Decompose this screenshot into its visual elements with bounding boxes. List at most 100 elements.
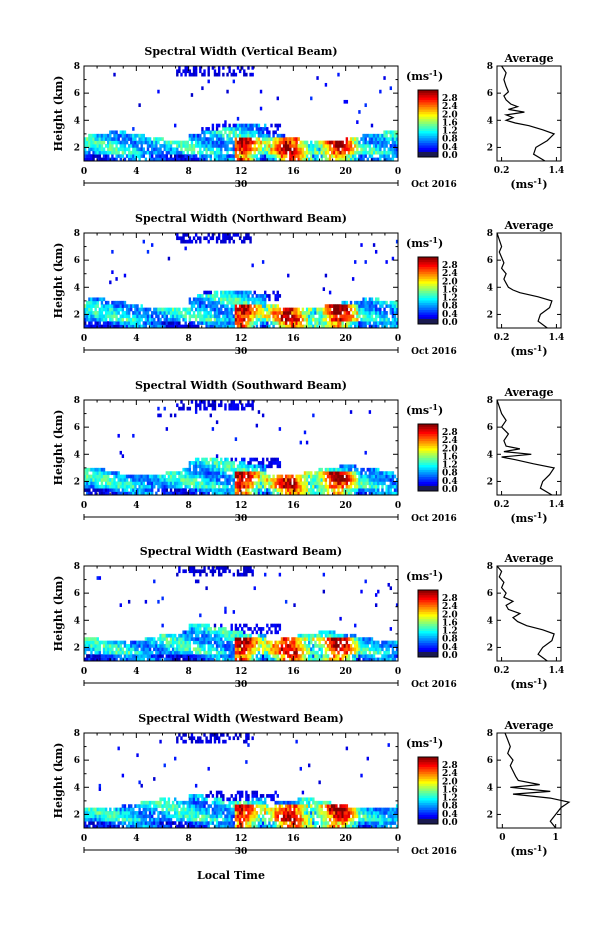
heatmap-cell: [228, 403, 231, 408]
heatmap-cell: [119, 147, 122, 152]
heatmap-cell: [391, 154, 395, 158]
heatmap-cell: [113, 644, 116, 648]
heatmap-cell: [180, 400, 183, 404]
heatmap-cell: [305, 321, 309, 325]
heatmap-cell: [320, 140, 323, 145]
heatmap-cell: [293, 314, 296, 319]
heatmap-cell: [157, 89, 160, 94]
heatmap-cell: [238, 464, 242, 469]
heatmap-cell: [251, 474, 254, 479]
heatmap-cell: [178, 406, 181, 411]
heatmap-cell: [121, 130, 125, 135]
heatmap-cell: [264, 300, 267, 305]
heatmap-cell: [345, 637, 349, 641]
heatmap-cell: [299, 314, 302, 319]
heatmap-cell: [257, 640, 261, 645]
heatmap-cell: [241, 650, 244, 655]
heatmap-cell: [100, 307, 104, 312]
heatmap-cell: [360, 324, 363, 329]
heatmap-cell: [354, 300, 357, 305]
avg-x-tick-label: 1.4: [549, 500, 565, 510]
heatmap-cell: [157, 406, 160, 411]
heatmap-cell: [123, 484, 127, 489]
heatmap-cell: [303, 311, 307, 315]
heatmap-cell: [395, 324, 399, 329]
heatmap-cell: [307, 471, 311, 475]
heatmap-cell: [303, 157, 307, 162]
heatmap-cell: [259, 627, 263, 631]
heatmap-cell: [224, 471, 227, 475]
heatmap-cell: [232, 471, 236, 475]
heatmap-cell: [209, 484, 212, 489]
heatmap-cell: [320, 657, 323, 662]
heatmap-cell: [345, 321, 349, 325]
heatmap-cell: [232, 72, 236, 77]
heatmap-cell: [209, 471, 212, 475]
heatmap-cell: [211, 314, 215, 319]
heatmap-cell: [224, 644, 227, 648]
heatmap-cell: [372, 650, 376, 655]
heatmap-cell: [345, 647, 349, 652]
heatmap-cell: [251, 130, 254, 135]
heatmap-cell: [362, 304, 365, 308]
heatmap-cell: [138, 154, 141, 158]
heatmap-cell: [381, 488, 384, 492]
heatmap-cell: [205, 633, 208, 638]
heatmap-cell: [197, 150, 200, 155]
heatmap-cell: [272, 474, 275, 479]
heatmap-cell: [264, 304, 267, 308]
heatmap-cell: [247, 644, 250, 648]
heatmap-cell: [213, 654, 217, 658]
heatmap-cell: [228, 307, 231, 312]
heatmap-cell: [395, 147, 399, 152]
x-tick-label: 0: [81, 334, 87, 344]
heatmap-cell: [107, 471, 110, 475]
heatmap-cell: [228, 311, 231, 315]
colorbar-segment: [418, 288, 438, 291]
heatmap-cell: [293, 603, 296, 608]
heatmap-cell: [245, 307, 248, 312]
heatmap-cell: [343, 314, 346, 319]
heatmap-cell: [305, 650, 309, 655]
heatmap-cell: [299, 154, 302, 158]
heatmap-cell: [94, 471, 97, 475]
heatmap-cell: [245, 566, 248, 570]
heatmap-cell: [291, 321, 294, 325]
heatmap-cell: [90, 481, 93, 486]
heatmap-cell: [238, 640, 242, 645]
heatmap-cell: [289, 644, 292, 648]
heatmap-cell: [144, 317, 148, 322]
heatmap-cell: [232, 127, 236, 131]
heatmap-cell: [159, 137, 162, 141]
heatmap-cell: [238, 633, 242, 638]
heatmap-cell: [349, 474, 353, 479]
heatmap-cell: [261, 647, 265, 652]
heatmap-cell: [86, 657, 89, 662]
heatmap-cell: [278, 647, 282, 652]
heatmap-cell: [192, 133, 196, 138]
heatmap-cell: [232, 233, 236, 237]
heatmap-cell: [234, 140, 238, 145]
heatmap-cell: [157, 147, 160, 152]
heatmap-cell: [92, 324, 95, 329]
heatmap-cell: [324, 640, 328, 645]
heatmap-cell: [222, 644, 225, 648]
heatmap-cell: [192, 304, 196, 308]
heatmap-cell: [178, 640, 181, 645]
heatmap-cell: [274, 150, 277, 155]
heatmap-cell: [253, 297, 256, 302]
heatmap-cell: [354, 304, 357, 308]
heatmap-cell: [197, 321, 200, 325]
heatmap-cell: [268, 491, 271, 496]
heatmap-cell: [335, 644, 338, 648]
heatmap-cell: [117, 471, 120, 475]
heatmap-cell: [197, 300, 200, 305]
heatmap-cell: [274, 488, 277, 492]
heatmap-cell: [297, 321, 300, 325]
heatmap-cell: [391, 474, 395, 479]
heatmap-cell: [159, 157, 162, 162]
heatmap-cell: [274, 157, 277, 162]
heatmap-cell: [94, 640, 97, 645]
heatmap-cell: [232, 314, 236, 319]
heatmap-cell: [259, 637, 263, 641]
